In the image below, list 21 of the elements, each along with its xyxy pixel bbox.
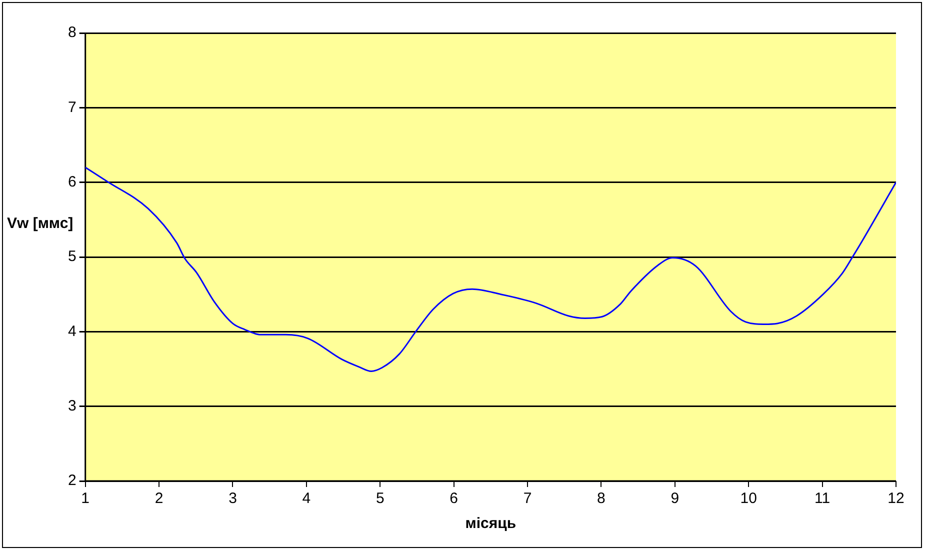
y-tick-label: 8 [68, 24, 76, 42]
y-tick-label: 7 [68, 98, 76, 116]
x-tick-label: 9 [670, 490, 680, 508]
x-tick-label: 4 [302, 490, 311, 508]
x-tick-label: 11 [814, 490, 830, 508]
x-tick-label: 3 [228, 490, 237, 508]
y-axis-title: Vw [ммс] [7, 215, 74, 232]
x-tick-label: 1 [81, 490, 90, 508]
x-tick-label: 10 [740, 490, 757, 508]
x-tick-label: 12 [888, 490, 904, 508]
x-tick-label: 8 [597, 490, 606, 508]
y-tick-label: 3 [68, 397, 76, 414]
y-tick-label: 6 [68, 173, 76, 190]
y-tick-label: 4 [68, 322, 76, 340]
x-axis-title: місяць [465, 515, 516, 532]
y-tick-label: 5 [68, 248, 76, 266]
y-tick-label: 2 [68, 472, 76, 490]
x-tick-label: 6 [450, 490, 458, 508]
x-tick-label: 2 [154, 490, 164, 508]
x-tick-label: 7 [523, 490, 532, 508]
x-tick-label: 5 [376, 490, 384, 508]
